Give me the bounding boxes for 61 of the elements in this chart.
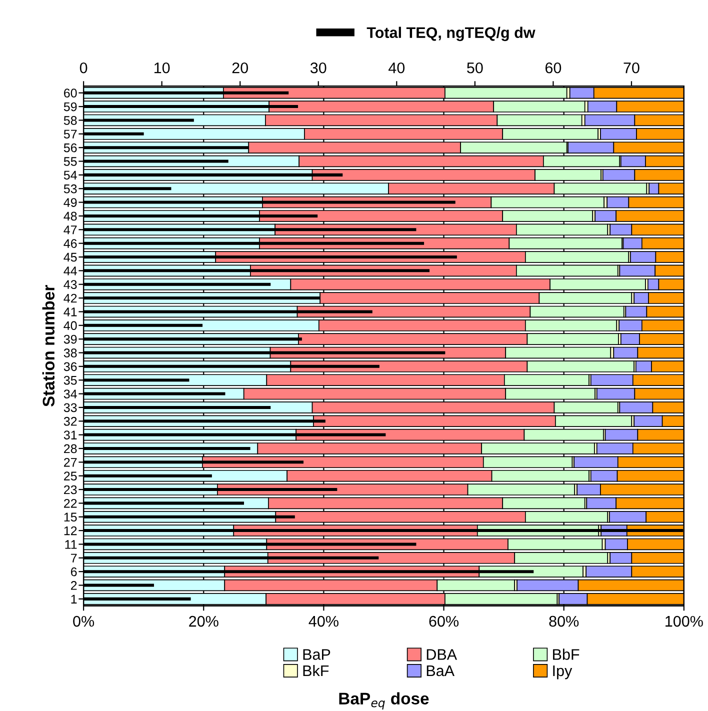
y-tick-label: 12 — [64, 526, 77, 536]
y-tick-label: 34 — [64, 390, 77, 398]
y-tick-label: 60 — [64, 88, 77, 98]
y-tick-label: 45 — [64, 252, 77, 262]
y-tick-label: 27 — [64, 458, 77, 467]
y-tick-label: 11 — [65, 540, 77, 549]
y-tick-label: 38 — [64, 348, 77, 358]
x-tick-label: 10 — [154, 62, 170, 74]
y-tick-label: 15 — [64, 512, 77, 522]
y-tick-label: 46 — [64, 239, 77, 248]
y-tick-label: 40 — [64, 321, 77, 330]
x-tick-label: 40% — [308, 616, 338, 627]
x-tick-label: 20 — [232, 62, 248, 74]
x-tick-label: 100% — [666, 616, 703, 627]
y-tick-label: 41 — [64, 308, 77, 316]
y-tick-label: 39 — [64, 334, 77, 344]
legend-label: Ipy — [553, 666, 572, 680]
x-axis-title: BaP$_{eq}$ dose — [339, 692, 429, 710]
y-tick-label: 2 — [70, 581, 77, 590]
legend-label: BaP — [303, 649, 330, 660]
y-tick-label: 53 — [64, 184, 77, 194]
y-tick-label: 6 — [70, 567, 77, 576]
y-tick-label: 36 — [64, 362, 77, 372]
y-tick-label: 49 — [64, 198, 77, 207]
x-tick-label: 0% — [73, 616, 94, 627]
y-tick-label: 32 — [64, 416, 77, 426]
y-tick-label: 57 — [64, 130, 77, 139]
y-tick-label: 1 — [71, 594, 77, 604]
x-tick-label: 0 — [80, 62, 88, 74]
x-tick-label: 30 — [310, 62, 326, 74]
x-tick-label: 50 — [467, 62, 483, 74]
legend-label: BaA — [426, 666, 454, 676]
y-tick-label: 54 — [64, 170, 77, 180]
y-tick-label: 58 — [64, 116, 77, 125]
legend-label: BbF — [553, 648, 580, 660]
x-tick-label: 70 — [624, 62, 640, 74]
x-tick-label: 40 — [388, 62, 405, 74]
y-tick-label: 28 — [64, 444, 77, 454]
legend-label: BkF — [303, 664, 329, 676]
y-tick-label: 35 — [64, 376, 77, 385]
legend-label: Total TEQ, ngTEQ/g dw — [366, 26, 536, 42]
y-tick-label: 7 — [70, 554, 77, 562]
y-tick-label: 55 — [64, 157, 77, 166]
x-tick-label: 60% — [429, 616, 459, 627]
x-tick-label: 80% — [549, 616, 579, 627]
y-tick-label: 43 — [64, 280, 77, 290]
y-tick-label: 56 — [64, 143, 77, 152]
y-tick-label: 48 — [64, 212, 77, 221]
y-tick-label: 33 — [64, 403, 77, 412]
y-tick-label: 47 — [64, 226, 77, 234]
y-tick-label: 25 — [64, 472, 77, 480]
y-tick-label: 42 — [64, 294, 77, 303]
y-tick-label: 23 — [64, 485, 77, 494]
x-tick-label: 60 — [545, 62, 562, 74]
y-tick-label: 59 — [64, 102, 77, 112]
y-axis-title: Station number — [42, 285, 55, 407]
y-tick-label: 44 — [64, 266, 77, 276]
y-tick-label: 22 — [64, 498, 77, 508]
y-tick-label: 31 — [64, 430, 77, 440]
legend-label: DBA — [426, 649, 458, 660]
x-tick-label: 20% — [189, 616, 218, 627]
